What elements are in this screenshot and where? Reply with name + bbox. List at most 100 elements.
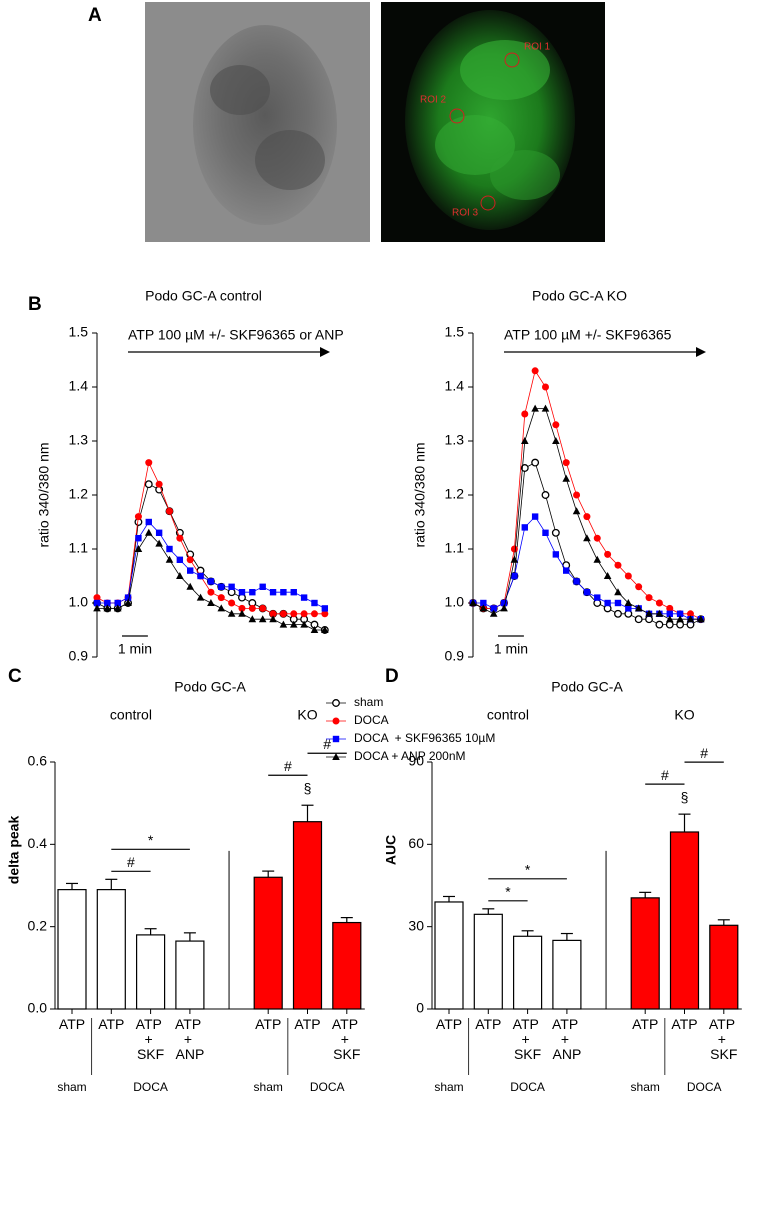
marker: [676, 620, 685, 629]
x-tick-label: ATP: [436, 1016, 462, 1032]
legend-label: sham: [354, 695, 383, 709]
marker: [520, 437, 529, 444]
condition-label: sham: [434, 1080, 463, 1094]
y-axis-label: ratio 340/380 nm: [36, 442, 52, 547]
chart-title: Podo GC-A control: [145, 288, 262, 304]
legend-marker: [332, 753, 340, 760]
marker: [217, 604, 226, 612]
marker: [655, 620, 664, 629]
marker: [676, 610, 684, 617]
marker: [300, 610, 308, 618]
y-tick-label: 0.2: [28, 917, 48, 933]
marker: [665, 620, 674, 629]
marker: [531, 513, 539, 520]
x-tick-label: ATP: [98, 1016, 124, 1032]
x-tick-label: ATP + SKF: [332, 1016, 362, 1062]
marker: [541, 383, 549, 391]
chart-title: Podo GC-A: [174, 679, 246, 695]
marker: [155, 529, 163, 536]
legend-marker: [332, 735, 340, 743]
significance-label: §: [681, 789, 689, 805]
legend-label: DOCA: [354, 713, 389, 727]
condition-label: sham: [57, 1080, 86, 1094]
marker: [186, 556, 194, 564]
significance-label: #: [127, 854, 135, 870]
condition-label: DOCA: [133, 1080, 168, 1094]
marker: [176, 534, 184, 542]
marker: [134, 545, 143, 552]
marker: [624, 572, 632, 580]
marker: [541, 404, 550, 412]
marker: [311, 599, 318, 607]
marker: [114, 599, 121, 607]
panel-label: A: [88, 5, 102, 26]
marker: [269, 589, 277, 596]
marker: [93, 604, 101, 612]
bar: [669, 831, 700, 1010]
marker: [124, 594, 132, 601]
marker: [655, 599, 663, 607]
marker: [187, 567, 194, 574]
bar: [630, 897, 660, 1010]
marker: [227, 609, 236, 617]
panel-label: B: [28, 294, 42, 315]
marker: [686, 615, 695, 623]
significance-label: *: [505, 884, 511, 900]
marker: [520, 464, 529, 472]
marker: [510, 555, 519, 563]
marker: [521, 524, 528, 531]
roi-label: ROI 2: [420, 95, 447, 106]
marker: [259, 583, 266, 590]
panel-label: C: [8, 666, 22, 687]
marker: [289, 620, 298, 628]
marker: [666, 610, 673, 617]
group-label: control: [487, 707, 529, 723]
marker: [603, 572, 612, 579]
marker: [258, 615, 267, 623]
marker: [645, 594, 653, 602]
significance-label: #: [284, 758, 292, 774]
bar: [473, 913, 503, 1010]
significance-label: §: [304, 780, 312, 796]
legend-label: DOCA + ANP 200nM: [354, 749, 466, 763]
bar: [253, 876, 283, 1010]
marker: [248, 604, 256, 612]
panel-label: D: [385, 666, 399, 687]
significance-label: *: [525, 862, 531, 878]
marker: [489, 609, 498, 617]
marker: [300, 620, 308, 628]
marker: [604, 550, 612, 558]
y-tick-label: 1.5: [69, 324, 89, 340]
marker: [635, 583, 643, 591]
y-tick-label: 0.9: [445, 648, 465, 664]
marker: [217, 594, 225, 602]
legend-marker: [332, 717, 340, 725]
marker: [511, 572, 518, 580]
marker: [93, 599, 101, 607]
brightfield-image: [145, 2, 370, 242]
significance-label: *: [148, 832, 154, 848]
x-tick-label: ATP: [59, 1016, 85, 1032]
marker: [165, 555, 174, 563]
marker: [134, 513, 142, 521]
marker: [249, 589, 256, 596]
arrow-head: [696, 347, 706, 357]
marker: [93, 594, 101, 602]
y-tick-label: 30: [408, 917, 424, 933]
bar: [175, 940, 205, 1010]
y-axis-label: delta peak: [6, 816, 22, 885]
marker: [103, 604, 112, 612]
bar: [552, 939, 582, 1010]
x-tick-label: ATP + SKF: [709, 1016, 739, 1062]
marker: [686, 610, 694, 618]
marker: [176, 572, 184, 579]
x-tick-label: ATP + ANP: [175, 1016, 205, 1062]
marker: [238, 589, 246, 596]
marker: [531, 404, 539, 412]
series-line: [472, 369, 702, 620]
y-tick-label: 0.4: [28, 835, 48, 851]
marker: [228, 599, 236, 607]
marker: [144, 528, 153, 536]
significance-label: #: [323, 736, 331, 752]
